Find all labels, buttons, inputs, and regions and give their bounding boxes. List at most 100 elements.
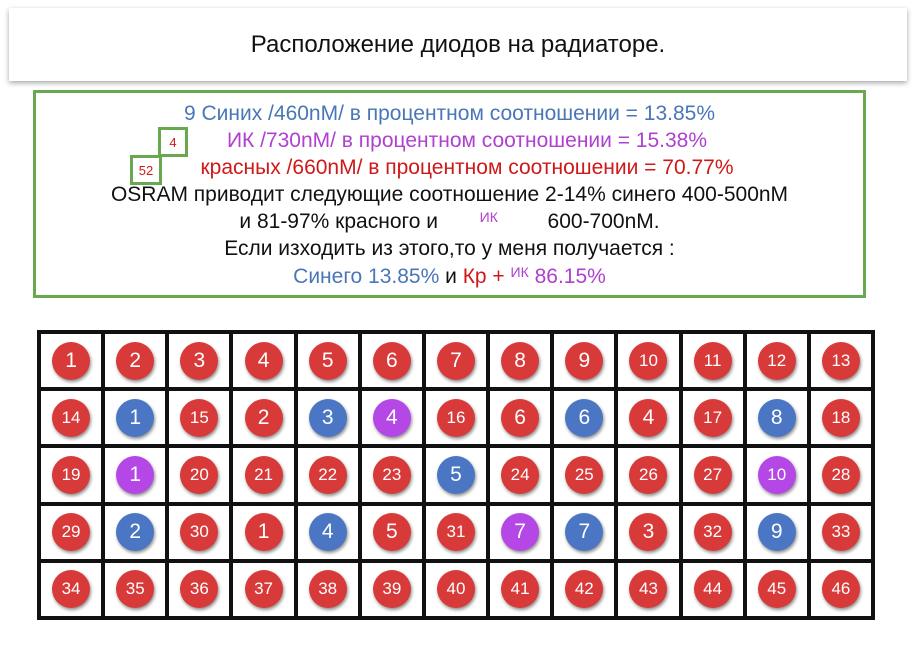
red-diode: 2	[244, 398, 283, 437]
result-blue: Синего 13.85%	[293, 265, 440, 288]
grid-cell: 7	[425, 334, 487, 388]
grid-cell: 22	[297, 448, 358, 502]
blue-diode: 1	[116, 398, 155, 437]
red-diode: 16	[436, 398, 475, 437]
red-diode: 27	[693, 455, 732, 494]
grid-cell: 1	[105, 448, 166, 502]
grid-cell: 7	[490, 505, 551, 559]
red-diode: 8	[501, 341, 540, 380]
grid-cell: 2	[105, 334, 166, 388]
grid-cell: 6	[361, 334, 422, 388]
blue-diode: 9	[757, 513, 796, 552]
grid-cell: 34	[41, 562, 102, 616]
grid-cell: 31	[425, 505, 487, 559]
blue-diode: 7	[565, 513, 604, 552]
osram-ir-label: ИК	[479, 209, 498, 225]
grid-cell: 27	[682, 448, 743, 502]
blue-diode: 5	[436, 455, 475, 494]
red-diode: 5	[372, 513, 411, 552]
grid-cell: 20	[169, 448, 230, 502]
red-diode: 4	[629, 398, 668, 437]
grid-cell: 1	[105, 391, 166, 445]
grid-cell: 28	[810, 448, 871, 502]
osram-range-text: 600-700nM.	[547, 210, 660, 233]
red-diode: 46	[821, 570, 860, 609]
grid-cell: 4	[297, 505, 358, 559]
grid-cell: 23	[361, 448, 422, 502]
grid-cell: 15	[169, 391, 230, 445]
red-diode: 31	[436, 513, 475, 552]
grid-cell: 1	[233, 505, 294, 559]
grid-cell: 37	[233, 562, 294, 616]
red-diode: 32	[693, 513, 732, 552]
red-diode: 43	[629, 570, 668, 609]
grid-cell: 40	[425, 562, 487, 616]
osram-line: OSRAM приводит следующие соотношение 2-1…	[110, 183, 789, 206]
ir-count: 4	[169, 134, 177, 150]
red-diode: 33	[821, 513, 860, 552]
grid-cell: 4	[233, 334, 294, 388]
grid-cell: 6	[554, 391, 615, 445]
red-diode: 29	[52, 513, 91, 552]
red-diode: 37	[244, 570, 283, 609]
red-diode: 42	[565, 570, 604, 609]
red-diode: 5	[308, 341, 347, 380]
red-diode: 23	[372, 455, 411, 494]
ir-count-box: 4	[158, 127, 188, 157]
info-box: 9 Синих /460nM/ в процентном соотношении…	[33, 90, 866, 298]
purple-diode: 7	[501, 513, 540, 552]
grid-cell: 26	[618, 448, 679, 502]
result-pct: 86.15%	[534, 265, 606, 288]
purple-diode: 1	[116, 455, 155, 494]
red-diode: 19	[52, 455, 91, 494]
red-diode: 12	[757, 341, 796, 380]
red-diode: 14	[52, 398, 91, 437]
grid-cell: 30	[169, 505, 230, 559]
title-box: Расположение диодов на радиаторе.	[9, 8, 907, 81]
grid-cell: 2	[233, 391, 294, 445]
grid-cell: 25	[554, 448, 615, 502]
blue-diode: 3	[308, 398, 347, 437]
grid-cell: 3	[618, 505, 679, 559]
grid-cell: 32	[682, 505, 743, 559]
grid-cell: 41	[490, 562, 551, 616]
red-count: 52	[138, 162, 154, 178]
grid-cell: 3	[169, 334, 230, 388]
grid-cell: 35	[105, 562, 166, 616]
red-diode: 6	[501, 398, 540, 437]
red-diode: 20	[180, 455, 219, 494]
red-diode: 34	[52, 570, 91, 609]
grid-cell: 21	[233, 448, 294, 502]
grid-cell: 5	[361, 505, 422, 559]
grid-cell: 6	[490, 391, 551, 445]
red-diode: 35	[116, 570, 155, 609]
grid-cell: 10	[746, 448, 807, 502]
grid-cell: 11	[682, 334, 743, 388]
red-diode: 28	[821, 455, 860, 494]
result-red: Кр +	[462, 265, 505, 288]
grid-cell: 38	[297, 562, 358, 616]
red-diode: 21	[244, 455, 283, 494]
result-and: и	[445, 265, 457, 288]
grid-cell: 1	[41, 334, 102, 388]
red-diode: 30	[180, 513, 219, 552]
page-title: Расположение диодов на радиаторе.	[250, 30, 666, 58]
grid-cell: 16	[425, 391, 487, 445]
red-diode: 3	[629, 513, 668, 552]
grid-cell: 7	[554, 505, 615, 559]
grid-cell: 45	[746, 562, 807, 616]
grid-cell: 8	[746, 391, 807, 445]
red-diode: 13	[821, 341, 860, 380]
red-diode: 6	[372, 341, 411, 380]
red-diode: 7	[436, 341, 475, 380]
grid-cell: 43	[618, 562, 679, 616]
grid-cell: 5	[297, 334, 358, 388]
red-diode: 3	[180, 341, 219, 380]
red-diode: 38	[308, 570, 347, 609]
grid-cell: 9	[554, 334, 615, 388]
grid-cell: 19	[41, 448, 102, 502]
red-diode: 22	[308, 455, 347, 494]
grid-cell: 33	[810, 505, 871, 559]
blue-diode: 6	[565, 398, 604, 437]
grid-cell: 42	[554, 562, 615, 616]
